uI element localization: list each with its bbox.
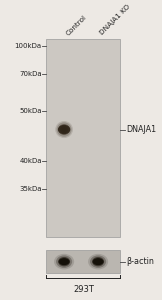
Bar: [46, 250, 121, 273]
Ellipse shape: [55, 121, 73, 138]
Ellipse shape: [93, 258, 104, 265]
Text: 100kDa: 100kDa: [15, 43, 42, 49]
Text: 293T: 293T: [73, 285, 94, 294]
Text: 40kDa: 40kDa: [19, 158, 42, 164]
Ellipse shape: [94, 259, 102, 265]
Text: DNAJA1 KO: DNAJA1 KO: [99, 4, 131, 36]
Ellipse shape: [58, 257, 70, 266]
Ellipse shape: [56, 255, 72, 268]
Text: Control: Control: [65, 14, 87, 36]
Ellipse shape: [90, 255, 106, 268]
Text: 35kDa: 35kDa: [19, 186, 42, 192]
Ellipse shape: [54, 254, 74, 269]
Ellipse shape: [62, 128, 66, 132]
Bar: [46, 39, 121, 238]
Ellipse shape: [88, 254, 108, 269]
Text: 50kDa: 50kDa: [19, 108, 42, 114]
Ellipse shape: [60, 126, 68, 134]
Ellipse shape: [92, 257, 104, 266]
Text: 70kDa: 70kDa: [19, 71, 42, 77]
Ellipse shape: [57, 122, 72, 137]
Ellipse shape: [58, 124, 70, 135]
Ellipse shape: [59, 258, 70, 265]
Text: β-actin: β-actin: [127, 257, 155, 266]
Ellipse shape: [58, 125, 70, 134]
Text: DNAJA1: DNAJA1: [127, 125, 157, 134]
Ellipse shape: [60, 259, 68, 265]
